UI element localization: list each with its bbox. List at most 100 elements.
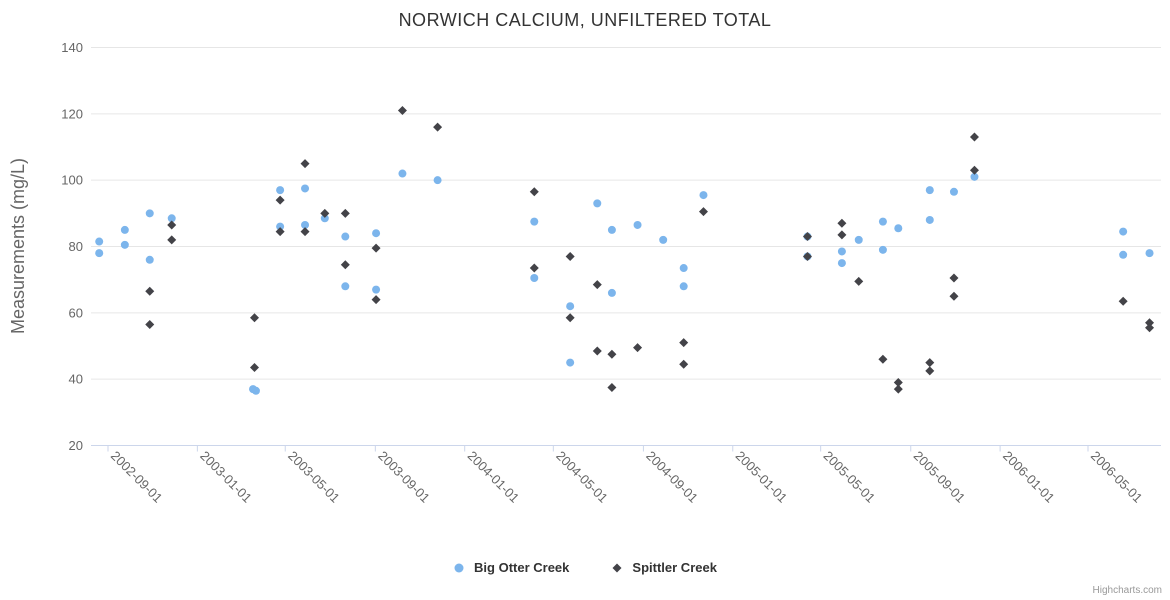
data-point-spittler-creek[interactable] [249, 363, 259, 373]
data-point-big-otter-creek[interactable] [837, 247, 846, 256]
data-point-big-otter-creek[interactable] [837, 259, 846, 268]
data-point-spittler-creek[interactable] [300, 227, 310, 237]
data-point-big-otter-creek[interactable] [341, 232, 350, 241]
data-point-spittler-creek[interactable] [275, 227, 285, 237]
data-point-big-otter-creek[interactable] [1119, 227, 1128, 236]
data-point-big-otter-creek[interactable] [433, 176, 442, 185]
data-point-big-otter-creek[interactable] [1145, 249, 1154, 258]
data-point-big-otter-creek[interactable] [145, 255, 154, 264]
data-point-big-otter-creek[interactable] [679, 264, 688, 273]
data-point-spittler-creek[interactable] [607, 349, 617, 359]
data-point-big-otter-creek[interactable] [167, 214, 176, 223]
data-point-spittler-creek[interactable] [893, 384, 903, 394]
data-point-big-otter-creek[interactable] [320, 214, 329, 223]
data-point-spittler-creek[interactable] [837, 218, 847, 228]
data-point-big-otter-creek[interactable] [95, 237, 104, 246]
data-point-big-otter-creek[interactable] [894, 224, 903, 233]
data-point-spittler-creek[interactable] [529, 263, 539, 273]
data-point-spittler-creek[interactable] [397, 106, 407, 116]
data-point-spittler-creek[interactable] [969, 165, 979, 175]
data-point-spittler-creek[interactable] [300, 159, 310, 169]
data-point-big-otter-creek[interactable] [95, 249, 104, 258]
legend-label: Spittler Creek [632, 560, 717, 575]
plot-layer: 20 40 60 80 100 120 140 2002-09-01 2003-01-01 200… [61, 40, 1161, 506]
data-point-big-otter-creek[interactable] [372, 285, 381, 294]
data-point-spittler-creek[interactable] [802, 251, 812, 261]
data-point-big-otter-creek[interactable] [398, 169, 407, 178]
data-point-spittler-creek[interactable] [592, 280, 602, 290]
data-point-spittler-creek[interactable] [607, 382, 617, 392]
data-point-spittler-creek[interactable] [145, 286, 155, 296]
data-point-spittler-creek[interactable] [802, 232, 812, 242]
data-point-spittler-creek[interactable] [340, 208, 350, 218]
data-point-spittler-creek[interactable] [1145, 318, 1155, 328]
data-point-spittler-creek[interactable] [1145, 323, 1155, 333]
data-point-spittler-creek[interactable] [837, 230, 847, 240]
x-axis-tick-label: 2006-05-01 [1088, 448, 1146, 506]
data-point-big-otter-creek[interactable] [878, 245, 887, 254]
data-point-big-otter-creek[interactable] [1119, 250, 1128, 259]
data-point-spittler-creek[interactable] [145, 319, 155, 329]
data-point-big-otter-creek[interactable] [699, 191, 708, 200]
data-point-big-otter-creek[interactable] [301, 184, 310, 193]
data-point-spittler-creek[interactable] [529, 187, 539, 197]
data-point-spittler-creek[interactable] [565, 313, 575, 323]
data-point-big-otter-creek[interactable] [341, 282, 350, 291]
data-point-big-otter-creek[interactable] [679, 282, 688, 291]
data-point-spittler-creek[interactable] [969, 132, 979, 142]
data-point-spittler-creek[interactable] [275, 195, 285, 205]
data-point-big-otter-creek[interactable] [530, 274, 539, 283]
data-point-spittler-creek[interactable] [249, 313, 259, 323]
data-point-big-otter-creek[interactable] [145, 209, 154, 218]
data-point-big-otter-creek[interactable] [120, 240, 129, 249]
data-point-spittler-creek[interactable] [167, 220, 177, 230]
data-point-spittler-creek[interactable] [679, 359, 689, 369]
data-point-big-otter-creek[interactable] [276, 186, 285, 195]
data-point-big-otter-creek[interactable] [251, 386, 260, 395]
data-point-big-otter-creek[interactable] [925, 215, 934, 224]
data-point-spittler-creek[interactable] [854, 276, 864, 286]
data-point-big-otter-creek[interactable] [854, 235, 863, 244]
data-point-big-otter-creek[interactable] [120, 225, 129, 234]
data-point-big-otter-creek[interactable] [949, 187, 958, 196]
legend-item-big-otter-creek[interactable]: Big Otter Creek [453, 560, 569, 575]
data-point-spittler-creek[interactable] [433, 122, 443, 132]
data-point-big-otter-creek[interactable] [925, 186, 934, 195]
data-point-big-otter-creek[interactable] [301, 220, 310, 229]
data-point-spittler-creek[interactable] [565, 251, 575, 261]
data-point-spittler-creek[interactable] [320, 208, 330, 218]
data-point-big-otter-creek[interactable] [566, 302, 575, 311]
data-point-spittler-creek[interactable] [679, 338, 689, 348]
data-point-spittler-creek[interactable] [925, 358, 935, 368]
data-point-spittler-creek[interactable] [371, 243, 381, 253]
data-point-spittler-creek[interactable] [371, 295, 381, 305]
data-point-big-otter-creek[interactable] [276, 222, 285, 231]
data-point-spittler-creek[interactable] [1118, 296, 1128, 306]
data-point-spittler-creek[interactable] [949, 291, 959, 301]
x-axis-tick-label: 2004-09-01 [643, 448, 701, 506]
data-point-big-otter-creek[interactable] [530, 217, 539, 226]
data-point-big-otter-creek[interactable] [633, 220, 642, 229]
data-point-spittler-creek[interactable] [340, 260, 350, 270]
y-axis-tick-label: 80 [69, 239, 83, 254]
highcharts-credit[interactable]: Highcharts.com [1093, 585, 1162, 596]
data-point-spittler-creek[interactable] [949, 273, 959, 283]
data-point-big-otter-creek[interactable] [607, 225, 616, 234]
y-axis-tick-label: 140 [61, 40, 83, 55]
data-point-big-otter-creek[interactable] [372, 229, 381, 238]
data-point-big-otter-creek[interactable] [593, 199, 602, 208]
data-point-spittler-creek[interactable] [925, 366, 935, 376]
data-point-big-otter-creek[interactable] [607, 288, 616, 297]
data-point-big-otter-creek[interactable] [878, 217, 887, 226]
chart-title: NORWICH CALCIUM, UNFILTERED TOTAL [399, 10, 772, 30]
data-point-spittler-creek[interactable] [592, 346, 602, 356]
data-point-spittler-creek[interactable] [167, 235, 177, 245]
data-point-spittler-creek[interactable] [893, 377, 903, 387]
data-point-big-otter-creek[interactable] [659, 235, 668, 244]
data-point-big-otter-creek[interactable] [970, 172, 979, 181]
data-point-spittler-creek[interactable] [698, 207, 708, 217]
data-point-spittler-creek[interactable] [878, 354, 888, 364]
data-point-spittler-creek[interactable] [633, 343, 643, 353]
legend-item-spittler-creek[interactable]: Spittler Creek [611, 560, 717, 575]
data-point-big-otter-creek[interactable] [566, 358, 575, 367]
